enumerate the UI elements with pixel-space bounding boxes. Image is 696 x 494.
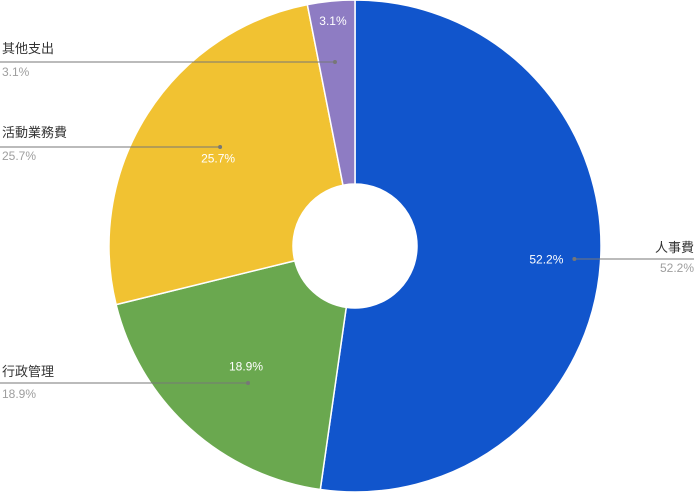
leader-dot xyxy=(246,381,251,385)
leader-dot xyxy=(332,60,337,64)
slice-行政管理[interactable] xyxy=(115,259,348,491)
slice-value-label: 25.7% xyxy=(201,152,235,166)
slice-活動業務費[interactable] xyxy=(108,3,344,306)
labels-group: 52.2% 人事費 52.2% 18.9% 行政管理 18.9% 25.7% 活動業務費 25.… xyxy=(0,14,694,401)
slice-name-label: 人事費 xyxy=(655,241,694,256)
slice-percent-label: 52.2% xyxy=(660,261,694,275)
leader-dot xyxy=(572,257,577,261)
slice-value-label: 52.2% xyxy=(529,253,563,267)
slice-value-label: 3.1% xyxy=(319,14,347,28)
slices-group xyxy=(108,0,602,493)
leader-dot xyxy=(218,145,223,149)
slice-value-label: 18.9% xyxy=(229,359,263,373)
slice-name-label: 行政管理 xyxy=(2,365,54,380)
slice-name-label: 其他支出 xyxy=(2,42,54,57)
slice-percent-label: 3.1% xyxy=(2,65,30,79)
slice-percent-label: 25.7% xyxy=(2,149,36,163)
slice-人事費[interactable] xyxy=(319,0,602,493)
slice-name-label: 活動業務費 xyxy=(2,125,67,141)
slice-percent-label: 18.9% xyxy=(2,387,36,401)
slice-其他支出[interactable] xyxy=(306,0,356,187)
